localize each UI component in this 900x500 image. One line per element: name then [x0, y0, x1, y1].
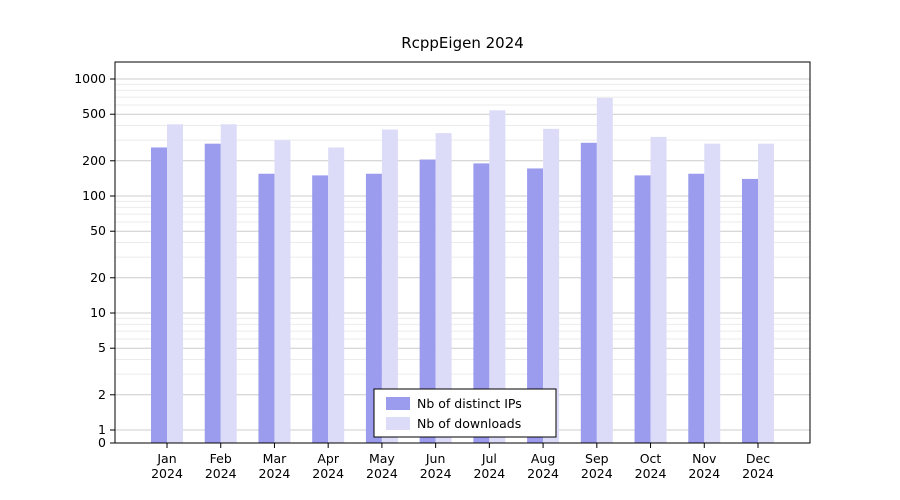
- x-tick-label-year: 2024: [527, 466, 559, 481]
- bar-distinct-ips-may: [365, 173, 382, 443]
- bar-distinct-ips-dec: [742, 178, 758, 443]
- bar-downloads-feb: [220, 124, 237, 443]
- plot-border: [114, 61, 811, 444]
- bar-distinct-ips-nov: [688, 173, 705, 443]
- x-tick-label-month: Nov: [692, 451, 717, 466]
- y-tick-label: 5: [98, 340, 106, 355]
- y-tick-label: 200: [82, 153, 106, 168]
- x-tick-label-year: 2024: [581, 466, 613, 481]
- bar-downloads-aug: [543, 128, 560, 443]
- x-tick-label-month: Jul: [481, 451, 497, 466]
- x-tick-label-month: Apr: [317, 451, 339, 466]
- bar-distinct-ips-jul: [473, 163, 490, 443]
- bar-distinct-ips-apr: [312, 175, 329, 443]
- x-tick-label-year: 2024: [420, 466, 452, 481]
- x-tick-label-month: Oct: [640, 451, 662, 466]
- bar-downloads-mar: [274, 140, 291, 443]
- y-tick-label: 0: [98, 435, 106, 450]
- y-tick-label: 500: [82, 106, 106, 121]
- bar-distinct-ips-feb: [204, 143, 221, 444]
- x-tick-label-year: 2024: [635, 466, 667, 481]
- bar-distinct-ips-oct: [634, 175, 651, 443]
- x-tick-label-year: 2024: [312, 466, 344, 481]
- y-tick-label: 2: [98, 387, 106, 402]
- x-tick-label-month: Jun: [425, 451, 446, 466]
- chart-title: RcppEigen 2024: [401, 34, 524, 52]
- y-tick-label: 50: [90, 223, 106, 238]
- y-tick-label: 20: [90, 270, 106, 285]
- x-tick-label-month: Sep: [585, 451, 609, 466]
- bar-downloads-jun: [435, 133, 452, 443]
- legend-label: Nb of downloads: [417, 416, 521, 431]
- x-tick-label-year: 2024: [742, 466, 774, 481]
- x-tick-label-year: 2024: [151, 466, 183, 481]
- y-tick-label: 100: [82, 188, 106, 203]
- bar-downloads-nov: [704, 143, 721, 444]
- x-tick-label-month: Mar: [263, 451, 287, 466]
- bar-distinct-ips-jun: [419, 159, 436, 444]
- x-tick-label-year: 2024: [473, 466, 505, 481]
- bar-downloads-apr: [328, 147, 345, 443]
- legend-swatch: [386, 397, 410, 410]
- bar-distinct-ips-sep: [580, 142, 597, 444]
- bar-downloads-dec: [758, 143, 774, 444]
- x-tick-label-month: Feb: [210, 451, 232, 466]
- bar-downloads-jan: [167, 124, 183, 443]
- x-tick-label-year: 2024: [366, 466, 398, 481]
- x-tick-label-month: Dec: [746, 451, 770, 466]
- bar-downloads-may: [381, 129, 398, 444]
- legend-label: Nb of distinct IPs: [417, 396, 522, 411]
- y-tick-label: 10: [90, 305, 106, 320]
- y-tick-label: 1000: [74, 71, 106, 86]
- x-tick-label-month: Aug: [531, 451, 555, 466]
- x-tick-label-year: 2024: [205, 466, 237, 481]
- y-tick-label: 1: [98, 422, 106, 437]
- bar-distinct-ips-jan: [151, 147, 167, 443]
- x-tick-label-year: 2024: [688, 466, 720, 481]
- x-tick-label-month: Jan: [156, 451, 176, 466]
- x-tick-label-year: 2024: [259, 466, 291, 481]
- bar-distinct-ips-aug: [527, 168, 544, 443]
- legend-swatch: [386, 417, 410, 430]
- x-tick-label-month: May: [369, 451, 395, 466]
- bar-downloads-oct: [650, 136, 667, 443]
- bar-downloads-jul: [489, 110, 506, 443]
- bar-downloads-sep: [596, 97, 613, 443]
- bar-distinct-ips-mar: [258, 173, 275, 443]
